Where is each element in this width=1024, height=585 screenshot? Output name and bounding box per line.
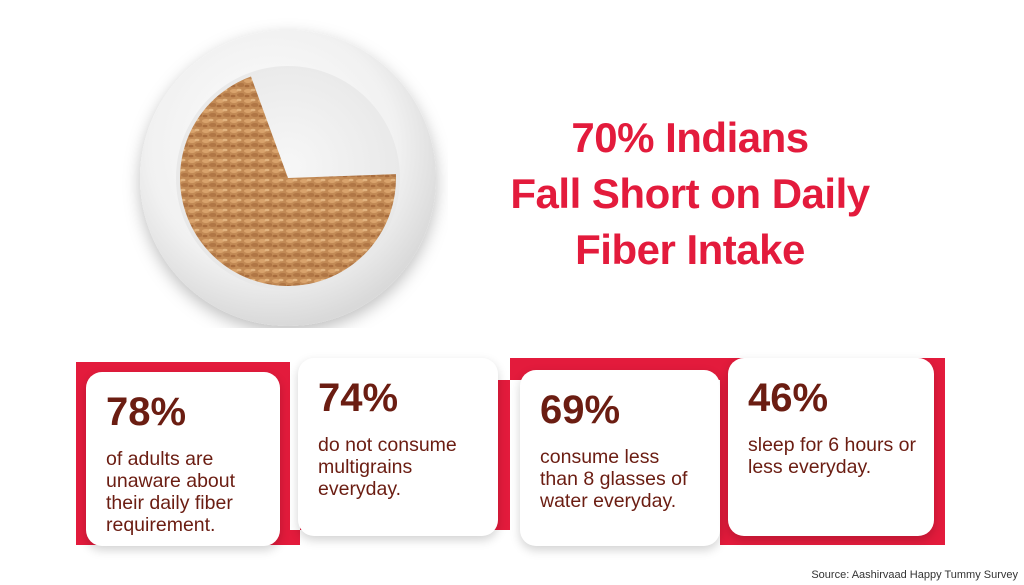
grain-fill	[179, 76, 396, 286]
stat-value: 78%	[106, 390, 187, 434]
red-ribbon	[0, 340, 1024, 570]
stat-card-2: 74% do not consume multigrains everyday.	[298, 358, 498, 536]
headline-line-1: 70% Indians	[571, 114, 809, 161]
stat-value: 74%	[318, 376, 399, 420]
stat-description: sleep for 6 hours or less everyday.	[748, 434, 917, 478]
stat-card-1: 78% of adults are unaware about their da…	[86, 372, 280, 546]
stat-value: 46%	[748, 376, 829, 420]
headline: 70% Indians Fall Short on Daily Fiber In…	[440, 110, 940, 278]
headline-line-2: Fall Short on Daily	[510, 170, 870, 217]
stat-description: consume less than 8 glasses of water eve…	[540, 446, 688, 512]
stat-description: do not consume multigrains everyday.	[318, 434, 457, 500]
stat-value: 69%	[540, 388, 621, 432]
plate-of-grains-icon	[140, 30, 436, 326]
stat-card-3: 69% consume less than 8 glasses of water…	[520, 370, 720, 546]
plate-illustration	[118, 18, 448, 328]
stat-card-4: 46% sleep for 6 hours or less everyday.	[728, 358, 934, 536]
ribbon-shape	[76, 358, 945, 545]
headline-line-3: Fiber Intake	[575, 226, 805, 273]
source-credit: Source: Aashirvaad Happy Tummy Survey	[811, 569, 1018, 581]
stat-description: of adults are unaware about their daily …	[106, 448, 236, 536]
grain-wedge	[179, 76, 396, 286]
